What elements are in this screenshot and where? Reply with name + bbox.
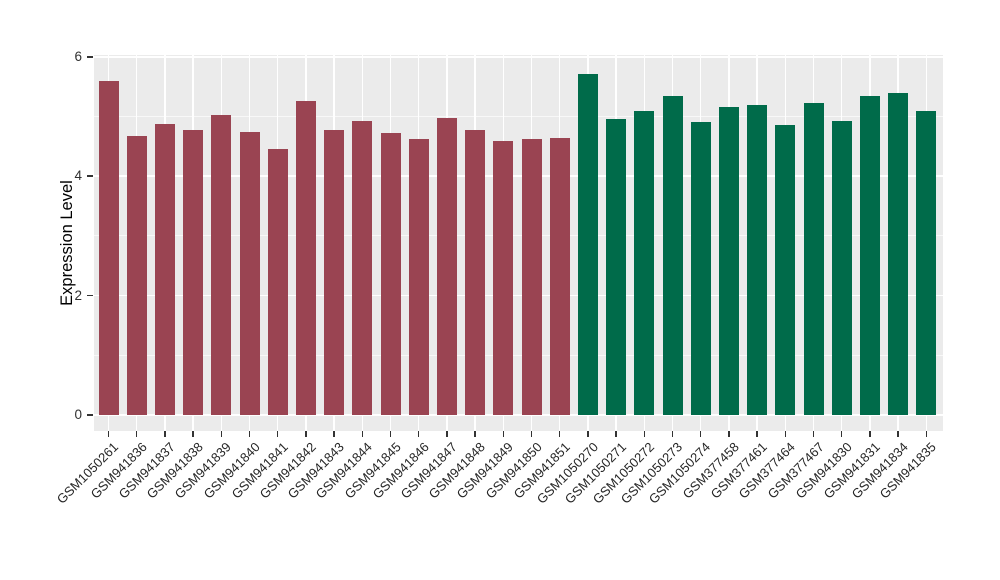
- x-tick-mark: [502, 431, 505, 437]
- x-tick-mark: [361, 431, 364, 437]
- x-tick-mark: [840, 431, 843, 437]
- y-tick-mark: [87, 56, 93, 58]
- x-tick-mark: [925, 431, 928, 437]
- bar-GSM377461: [747, 104, 768, 415]
- bar-GSM941837: [154, 123, 175, 415]
- bar-GSM941840: [239, 132, 260, 415]
- bar-GSM941847: [436, 117, 457, 415]
- bar-GSM377464: [775, 124, 796, 415]
- x-tick-mark: [107, 431, 110, 437]
- y-tick-label: 0: [74, 407, 82, 422]
- y-tick-label: 4: [74, 168, 82, 184]
- bar-GSM1050271: [606, 118, 627, 415]
- bar-GSM941845: [380, 133, 401, 415]
- x-tick-mark: [333, 431, 335, 437]
- y-tick-mark: [87, 414, 93, 416]
- bar-GSM941836: [126, 136, 147, 415]
- x-tick-mark: [558, 431, 561, 437]
- x-tick-mark: [897, 431, 899, 437]
- y-axis-title-text: Expression Level: [58, 180, 76, 306]
- x-tick-mark: [164, 431, 166, 437]
- bar-GSM941842: [295, 100, 316, 415]
- x-tick-mark: [530, 431, 533, 437]
- bar-GSM941841: [267, 148, 288, 415]
- gridline-major: [94, 294, 943, 297]
- x-tick-mark: [417, 431, 420, 437]
- bar-GSM941838: [183, 129, 204, 415]
- bar-GSM941834: [888, 93, 909, 415]
- x-tick-mark: [869, 431, 871, 437]
- x-tick-mark: [474, 431, 476, 437]
- x-tick-mark: [248, 431, 251, 437]
- x-tick-mark: [671, 431, 674, 437]
- bar-GSM941844: [352, 121, 373, 415]
- x-tick-mark: [305, 431, 307, 437]
- x-tick-mark: [135, 431, 138, 437]
- bar-GSM1050274: [690, 122, 711, 415]
- plot-panel: [94, 55, 943, 431]
- bar-GSM941839: [211, 114, 232, 415]
- bar-GSM941849: [493, 140, 514, 415]
- gridline-major: [94, 414, 943, 416]
- gridline-minor: [94, 116, 943, 117]
- x-tick-mark: [276, 431, 279, 437]
- bar-GSM941846: [408, 139, 429, 415]
- bar-GSM941831: [859, 96, 880, 415]
- y-tick-label: 6: [74, 48, 82, 64]
- bar-GSM1050273: [662, 96, 683, 415]
- y-tick-label: 2: [74, 287, 82, 303]
- bar-GSM941850: [521, 139, 542, 415]
- gridline-minor: [94, 235, 943, 237]
- gridline-major: [94, 56, 943, 58]
- bar-GSM377467: [803, 103, 824, 415]
- x-tick-mark: [699, 431, 702, 437]
- x-tick-mark: [643, 431, 646, 437]
- bar-GSM1050261: [98, 80, 119, 415]
- x-tick-mark: [587, 431, 589, 437]
- x-tick-mark: [784, 431, 787, 437]
- x-tick-mark: [615, 431, 617, 437]
- x-tick-mark: [812, 431, 815, 437]
- x-tick-mark: [220, 431, 223, 437]
- x-tick-mark: [389, 431, 392, 437]
- gridline-major: [94, 175, 943, 177]
- y-tick-mark: [87, 175, 93, 177]
- bar-GSM941835: [916, 110, 937, 415]
- gridline-minor: [94, 354, 943, 356]
- x-tick-mark: [446, 431, 448, 437]
- x-tick-mark: [192, 431, 194, 437]
- bar-GSM941843: [324, 130, 345, 415]
- bar-GSM941848: [465, 129, 486, 415]
- bar-GSM941851: [549, 137, 570, 415]
- bar-GSM377458: [718, 106, 739, 415]
- bar-GSM1050270: [577, 74, 598, 415]
- bar-GSM1050272: [634, 110, 655, 415]
- bar-GSM941830: [831, 121, 852, 415]
- y-tick-mark: [87, 294, 93, 297]
- x-tick-mark: [728, 431, 730, 437]
- x-tick-mark: [756, 431, 758, 437]
